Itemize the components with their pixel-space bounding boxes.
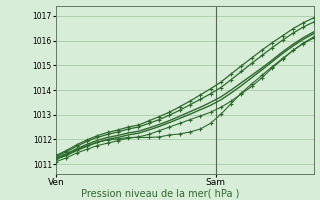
Text: Pression niveau de la mer( hPa ): Pression niveau de la mer( hPa ): [81, 188, 239, 198]
